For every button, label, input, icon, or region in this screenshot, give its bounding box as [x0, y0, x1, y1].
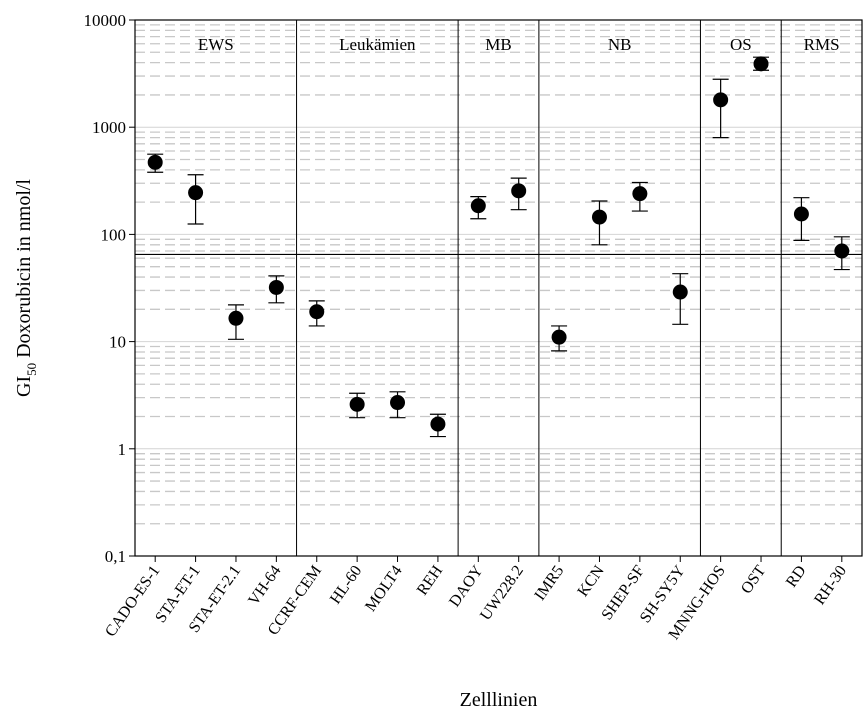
grid-lines	[135, 24, 862, 525]
data-points	[147, 56, 850, 438]
x-tick-label: VH-64	[245, 563, 284, 609]
group-label: MB	[485, 35, 511, 54]
data-point	[390, 395, 406, 411]
x-tick-label: CADO-ES-1	[102, 563, 163, 640]
data-point	[672, 284, 688, 300]
data-point	[793, 206, 809, 222]
data-point	[551, 329, 567, 345]
data-point	[309, 304, 325, 320]
y-tick-label: 10	[109, 333, 126, 352]
x-axis-title: Zelllinien	[460, 689, 538, 711]
group-label: RMS	[804, 35, 840, 54]
data-point	[632, 186, 648, 202]
data-point	[430, 416, 446, 432]
group-label: Leukämien	[339, 35, 416, 54]
data-point	[713, 92, 729, 108]
data-point	[188, 185, 204, 201]
data-point	[268, 279, 284, 295]
group-label: OS	[730, 35, 752, 54]
data-point	[147, 154, 163, 170]
data-point	[470, 198, 486, 214]
y-axis-title: GI50 Doxorubicin in nmol/l	[13, 179, 39, 397]
data-point	[349, 396, 365, 412]
data-point	[228, 310, 244, 326]
y-axis-title-subscript: 50	[24, 363, 39, 376]
plot-frame	[134, 19, 863, 557]
x-tick-label: IMR5	[532, 563, 568, 604]
y-tick-label: 10000	[84, 11, 127, 30]
x-tick-label: RH-30	[811, 563, 850, 608]
x-tick-label: REH	[414, 562, 447, 598]
y-tick-label: 100	[101, 225, 127, 244]
x-tick-label: MOLT4	[362, 563, 406, 615]
group-label: NB	[608, 35, 632, 54]
group-labels: EWS Leukämien MB NB OS RMS	[198, 35, 840, 54]
x-tick-label: DAOY	[446, 562, 487, 610]
x-tick-label: KCN	[574, 562, 608, 600]
x-tick-label: HL-60	[327, 563, 365, 608]
group-label: EWS	[198, 35, 234, 54]
data-point	[834, 243, 850, 259]
y-axis-title-rest: Doxorubicin in nmol/l	[13, 179, 35, 363]
y-tick-label: 1	[118, 440, 127, 459]
x-tick-label: OST	[738, 562, 769, 597]
group-separators	[296, 20, 782, 556]
y-axis-title-main: GI	[13, 376, 35, 397]
x-tick-label: RD	[783, 563, 810, 591]
y-tick-label: 1000	[92, 118, 126, 137]
data-point	[511, 183, 527, 199]
data-point	[591, 209, 607, 225]
y-tick-label: 0,1	[105, 547, 126, 566]
data-point	[753, 56, 769, 72]
y-axis-ticks: 0,1 1 10 100 1000 10000	[84, 11, 135, 566]
